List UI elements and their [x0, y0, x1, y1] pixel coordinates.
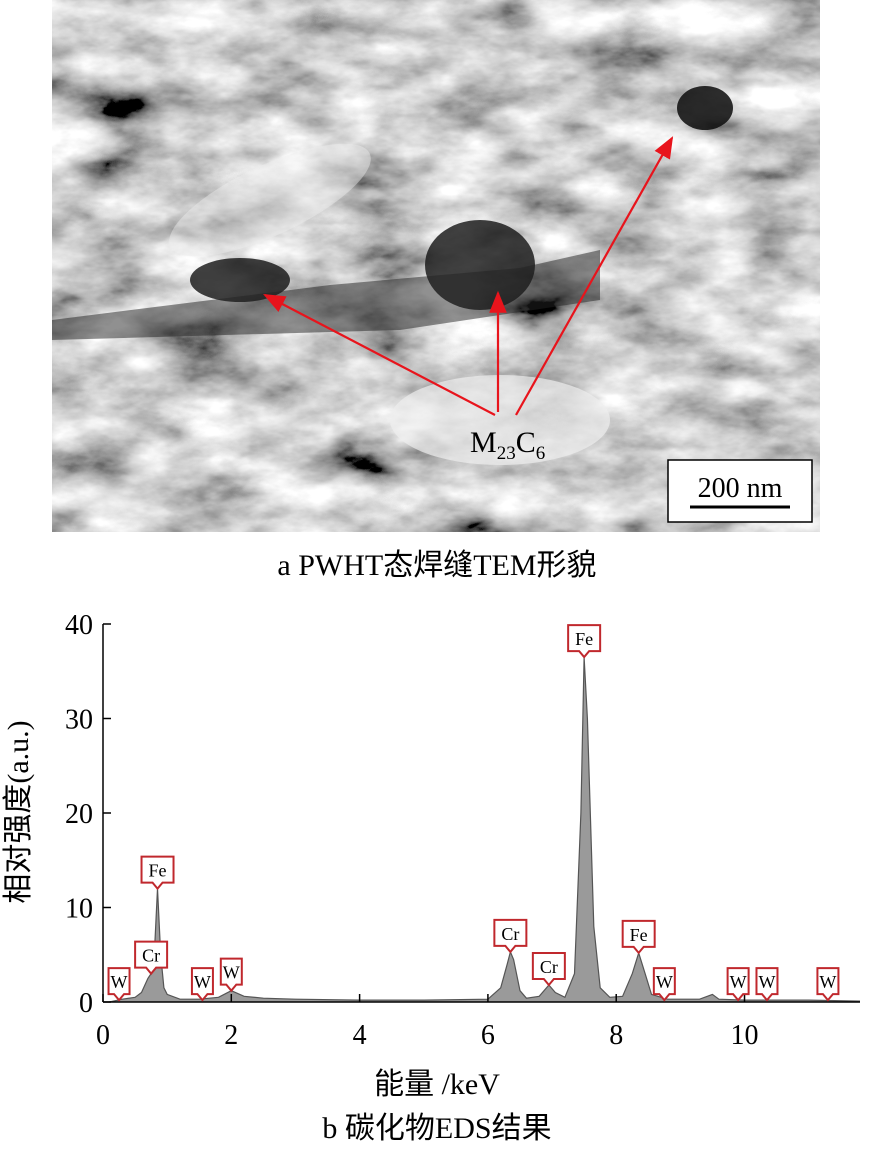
peak-marker — [219, 957, 243, 993]
peak-label: W — [758, 972, 775, 992]
peak-marker — [567, 624, 602, 659]
y-tick-label: 20 — [65, 799, 93, 830]
x-tick-label: 6 — [481, 1020, 495, 1051]
peak-label: W — [194, 972, 211, 992]
peak-marker — [107, 967, 131, 1002]
x-tick-label: 8 — [609, 1020, 623, 1051]
x-tick-label: 2 — [224, 1020, 238, 1051]
peak-label: W — [730, 972, 747, 992]
peak-label: Cr — [501, 924, 519, 944]
x-axis-label: 能量 /keV — [374, 1068, 500, 1101]
peak-label: W — [656, 972, 673, 992]
y-tick-label: 30 — [65, 705, 93, 736]
peak-label: Fe — [630, 925, 648, 945]
peak-marker — [493, 918, 528, 954]
y-axis-label: 相对强度(a.u.) — [2, 720, 35, 903]
spectrum-area — [109, 657, 860, 1002]
scale-bar-label: 200 nm — [698, 473, 783, 504]
peak-marker — [190, 967, 214, 1002]
peak-marker — [140, 855, 175, 891]
caption-a: a PWHT态焊缝TEM形貌 — [277, 549, 596, 582]
arrow — [515, 136, 674, 416]
peak-marker — [816, 967, 840, 1002]
peak-marker — [621, 919, 656, 955]
peak-label: W — [223, 963, 240, 983]
peak-marker — [652, 967, 676, 1002]
label-text: C — [516, 426, 536, 459]
peak-label: Fe — [575, 629, 593, 649]
phase-label: M23C6 — [470, 426, 545, 464]
peak-label: Fe — [149, 861, 167, 881]
x-tick-label: 10 — [731, 1020, 759, 1051]
spectrum-line — [109, 657, 861, 1003]
peak-marker — [726, 967, 750, 1002]
peak-marker — [531, 951, 566, 987]
y-tick-label: 0 — [79, 988, 93, 1019]
y-tick-label: 40 — [65, 610, 93, 641]
label-text: M — [470, 426, 497, 459]
arrows — [263, 136, 674, 416]
peak-label: Cr — [540, 957, 558, 977]
x-tick-label: 0 — [96, 1020, 110, 1051]
peak-label: W — [111, 972, 128, 992]
peak-label: Cr — [142, 946, 160, 966]
subscript: 23 — [497, 443, 516, 464]
scale-bar-box — [667, 459, 813, 523]
tem-image — [52, 0, 820, 532]
y-tick-label: 10 — [65, 894, 93, 925]
peak-marker — [134, 940, 169, 976]
peak-marker — [755, 967, 779, 1002]
x-tick-label: 4 — [353, 1020, 367, 1051]
peak-label: W — [819, 972, 836, 992]
caption-b: b 碳化物EDS结果 — [322, 1112, 551, 1145]
subscript: 6 — [536, 443, 546, 464]
arrow — [263, 293, 496, 416]
